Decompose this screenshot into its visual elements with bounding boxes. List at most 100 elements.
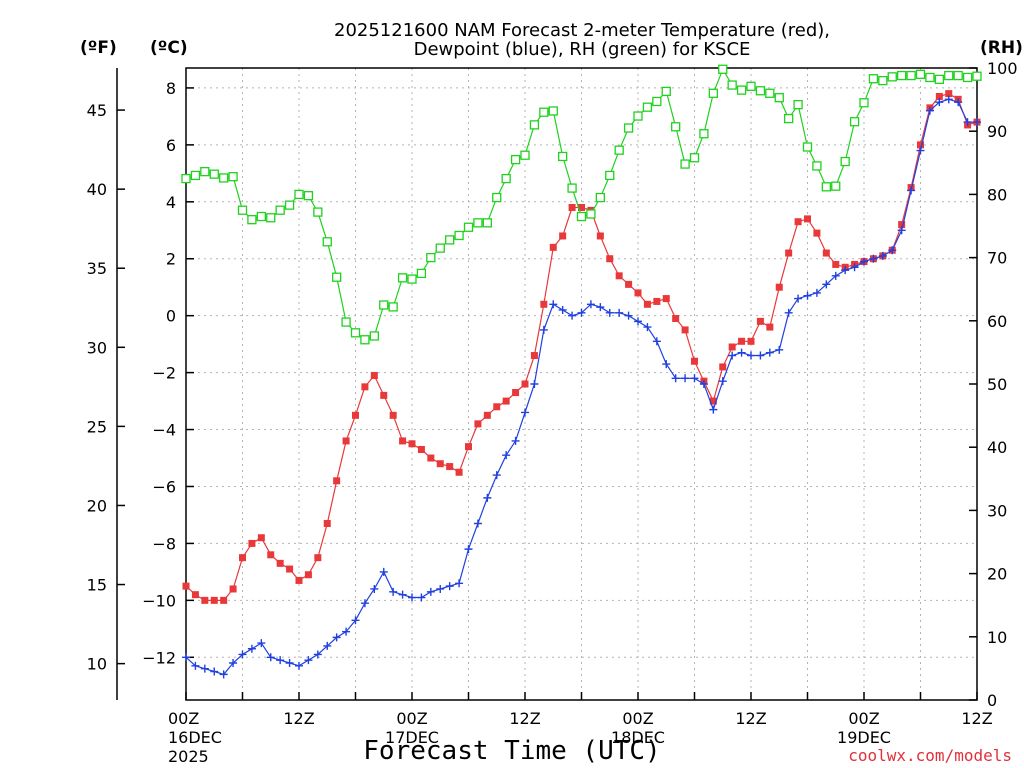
rh-tick-label: 30 xyxy=(987,501,1007,520)
dewpoint-point xyxy=(690,374,699,383)
dewpoint-point xyxy=(182,653,190,662)
dewpoint-point xyxy=(765,348,774,357)
chart-title-line-2: Dewpoint (blue), RH (green) for KSCE xyxy=(414,39,751,60)
rh-point xyxy=(934,74,944,85)
temperature-point xyxy=(681,326,689,334)
x-tick-label: 16DEC xyxy=(168,728,222,747)
dewpoint-point xyxy=(445,582,454,591)
dewpoint-point xyxy=(878,251,887,260)
dewpoint-point xyxy=(483,493,492,502)
celsius-unit-label: (ºC) xyxy=(150,38,188,58)
rh-point xyxy=(209,169,219,179)
dewpoint-point xyxy=(944,95,953,104)
temperature-point xyxy=(257,534,265,542)
dewpoint-point xyxy=(219,670,228,679)
dewpoint-point xyxy=(907,186,916,195)
dewpoint-point xyxy=(925,106,934,115)
fahrenheit-tick-label: 40 xyxy=(87,180,107,199)
temperature-point xyxy=(493,403,501,411)
temperature-point xyxy=(436,460,444,468)
dewpoint-point xyxy=(257,639,266,648)
dewpoint-point xyxy=(295,661,303,670)
rh-point xyxy=(576,211,587,222)
rh-point xyxy=(821,182,831,192)
temperature-point xyxy=(747,337,755,345)
rh-point xyxy=(652,96,662,107)
celsius-tick-label: −4 xyxy=(152,421,176,440)
rh-point xyxy=(671,122,681,132)
x-tick-label: 00Z xyxy=(848,709,879,728)
temperature-point xyxy=(361,383,369,391)
dewpoint-point xyxy=(841,266,850,275)
rh-point xyxy=(718,64,728,74)
x-tick-label: 00Z xyxy=(168,709,199,728)
dewpoint-point xyxy=(596,303,605,312)
x-tick-label: 12Z xyxy=(283,709,314,728)
rh-point xyxy=(369,331,379,341)
rh-tick-label: 0 xyxy=(987,691,997,710)
rh-point xyxy=(642,102,653,112)
dewpoint-point xyxy=(436,584,445,593)
rh-point xyxy=(407,274,417,284)
rh-point xyxy=(897,70,907,81)
dewpoint-point xyxy=(539,325,548,334)
dewpoint-point xyxy=(615,308,624,317)
rh-point xyxy=(520,150,530,160)
rh-point xyxy=(859,98,869,108)
rh-point xyxy=(708,88,718,98)
x-tick-label: 12Z xyxy=(961,709,992,728)
axes: 1015202530354045−12−10−8−6−4−20246801020… xyxy=(87,59,1018,766)
dewpoint-point xyxy=(916,146,925,155)
temperature-point xyxy=(191,591,199,599)
temperature-point xyxy=(304,571,312,579)
dewpoint-point xyxy=(266,653,275,662)
temperature-point xyxy=(662,295,670,303)
temperature-point xyxy=(596,232,604,240)
x-tick-label: 19DEC xyxy=(837,728,891,747)
rh-tick-label: 40 xyxy=(987,438,1007,457)
dewpoint-point xyxy=(455,579,464,588)
rh-tick-label: 50 xyxy=(987,375,1007,394)
dewpoint-point xyxy=(718,377,727,386)
rh-tick-label: 80 xyxy=(987,185,1007,204)
rh-point xyxy=(341,317,351,327)
dewpoint-point xyxy=(511,436,520,445)
temperature-point xyxy=(201,596,209,604)
rh-point xyxy=(558,151,568,162)
temperature-point xyxy=(408,440,416,448)
rh-point xyxy=(492,192,502,203)
temperature-point xyxy=(474,420,482,428)
rh-tick-label: 100 xyxy=(987,59,1018,78)
dewpoint-point xyxy=(850,263,859,272)
dewpoint-point xyxy=(408,593,416,602)
rh-point xyxy=(473,218,483,228)
temperature-point xyxy=(606,255,614,263)
rh-point xyxy=(746,81,756,91)
dewpoint-point xyxy=(389,587,398,596)
series-rh xyxy=(181,64,982,345)
temperature-point xyxy=(210,596,218,604)
temperature-point xyxy=(785,249,793,257)
rh-point xyxy=(247,215,257,225)
rh-point xyxy=(548,106,558,116)
dewpoint-point xyxy=(812,288,821,297)
dewpoint-point xyxy=(238,650,247,659)
dewpoint-point xyxy=(426,587,435,596)
rh-point xyxy=(802,142,813,152)
rh-point xyxy=(426,252,436,263)
temperature-point xyxy=(352,411,359,419)
temperature-point xyxy=(182,582,190,590)
temperature-point xyxy=(813,229,821,237)
dewpoint-point xyxy=(643,323,652,332)
x-tick-label: 12Z xyxy=(735,709,766,728)
rh-point xyxy=(350,328,361,338)
x-tick-label: 2025 xyxy=(168,747,209,766)
temperature-point xyxy=(389,411,397,419)
rh-point xyxy=(181,173,191,184)
dewpoint-point xyxy=(671,374,680,383)
dewpoint-point xyxy=(285,658,294,667)
rh-unit-label: (RH) xyxy=(980,38,1023,58)
fahrenheit-tick-label: 35 xyxy=(87,259,107,278)
temperature-point xyxy=(559,232,567,240)
rh-tick-label: 90 xyxy=(987,122,1007,141)
